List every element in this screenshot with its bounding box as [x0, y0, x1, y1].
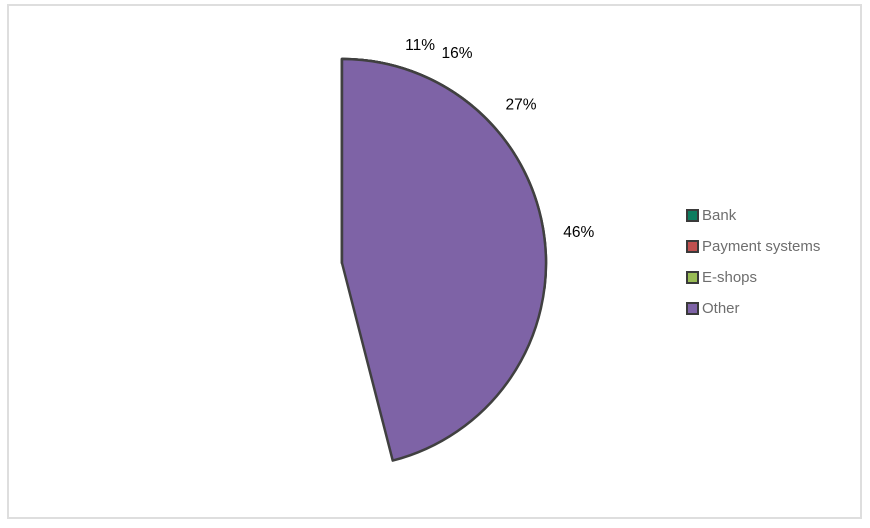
data-label-e-shops: 11% [405, 37, 435, 54]
pie-slice-other [340, 57, 548, 462]
data-label-bank: 27% [505, 96, 536, 113]
legend-marker-bank [686, 209, 699, 222]
legend-label-other: Other [702, 300, 740, 317]
legend-marker-e-shops [686, 271, 699, 284]
legend-label-payment-systems: Payment systems [702, 238, 821, 255]
data-label-payment-systems: 16% [441, 45, 472, 62]
data-label-other: 46% [563, 224, 594, 241]
legend-item-other: Other [686, 293, 820, 324]
legend-item-bank: Bank [686, 200, 820, 231]
legend-marker-other [686, 302, 699, 315]
legend-label-e-shops: E-shops [702, 269, 758, 286]
legend: Bank Payment systems E-shops Other [686, 200, 820, 324]
legend-item-payment-systems: Payment systems [686, 231, 820, 262]
legend-label-bank: Bank [702, 207, 737, 224]
legend-marker-payment-systems [686, 240, 699, 253]
legend-item-e-shops: E-shops [686, 262, 820, 293]
